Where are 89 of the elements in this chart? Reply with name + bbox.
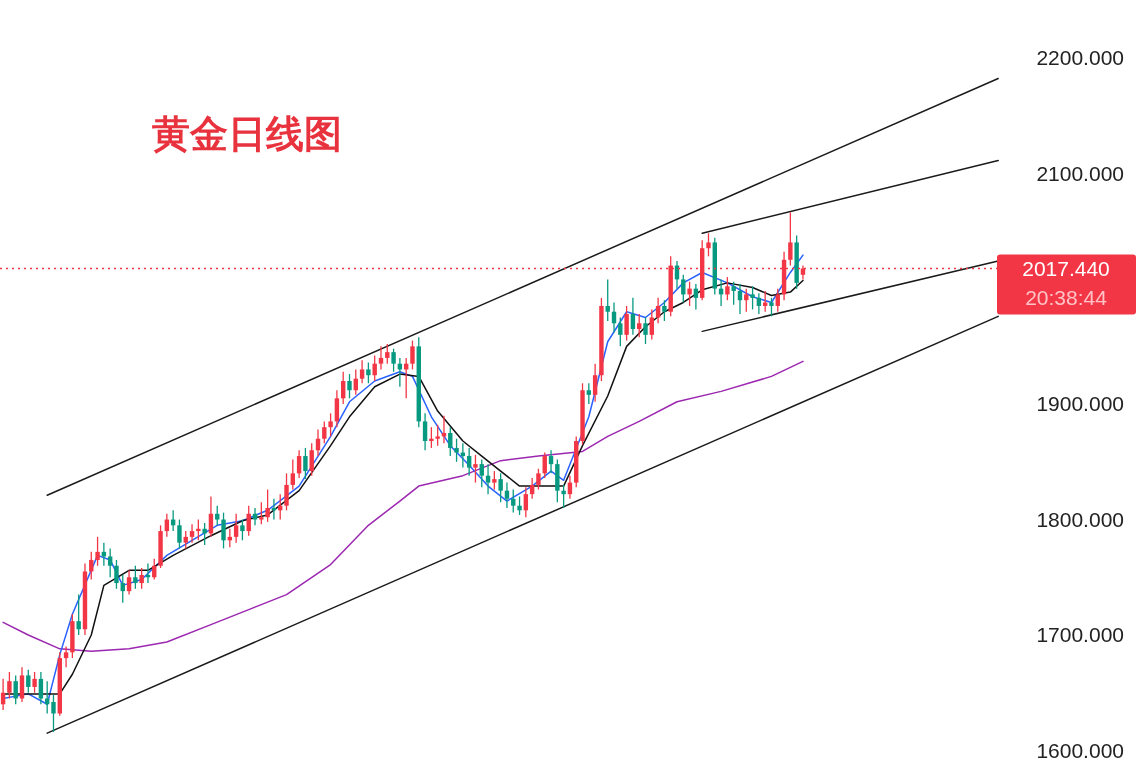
candlestick bbox=[139, 567, 144, 590]
candlestick bbox=[637, 313, 642, 338]
candlestick bbox=[511, 488, 516, 514]
y-tick-label: 2200.000 bbox=[1036, 46, 1124, 70]
candlestick bbox=[385, 343, 390, 365]
candlestick bbox=[189, 523, 195, 544]
candlestick bbox=[586, 382, 592, 405]
candlestick bbox=[618, 316, 623, 348]
candlestick bbox=[725, 276, 730, 301]
candlestick bbox=[265, 488, 270, 523]
y-tick-label: 1600.000 bbox=[1036, 738, 1124, 762]
candlestick bbox=[13, 674, 18, 705]
candlestick bbox=[290, 458, 296, 491]
candlestick bbox=[687, 281, 692, 307]
candlestick bbox=[523, 486, 529, 518]
candlestick bbox=[744, 287, 749, 313]
candlestick bbox=[706, 232, 711, 257]
candlestick bbox=[410, 339, 415, 371]
candlestick bbox=[775, 287, 780, 313]
candlestick bbox=[429, 426, 434, 449]
candlestick bbox=[624, 305, 629, 342]
candlestick bbox=[630, 297, 636, 336]
candlestick bbox=[114, 559, 119, 590]
candlestick bbox=[655, 297, 661, 324]
y-tick-label: 2100.000 bbox=[1036, 161, 1124, 185]
candlestick bbox=[107, 547, 113, 578]
candlestick bbox=[19, 666, 25, 703]
candlestick bbox=[391, 348, 396, 373]
candlestick bbox=[454, 438, 459, 463]
candlestick bbox=[359, 359, 365, 384]
candlestick bbox=[252, 507, 258, 526]
candlestick bbox=[448, 426, 453, 457]
y-tick-label: 1900.000 bbox=[1036, 392, 1124, 416]
text: 20:38:44 bbox=[1025, 285, 1108, 309]
line-series bbox=[2, 360, 804, 652]
candlestick bbox=[731, 281, 736, 306]
candlestick bbox=[492, 470, 497, 491]
candlestick bbox=[215, 505, 220, 526]
candlestick bbox=[561, 484, 566, 509]
candlestick bbox=[485, 463, 491, 495]
candlestick bbox=[177, 518, 182, 550]
candlestick bbox=[38, 671, 44, 705]
candlestick bbox=[221, 511, 226, 550]
candlestick bbox=[259, 501, 264, 525]
candlestick bbox=[372, 354, 377, 382]
candlestick bbox=[284, 472, 289, 511]
candlestick bbox=[303, 447, 308, 480]
candlestick bbox=[498, 472, 503, 503]
candlestick bbox=[202, 522, 207, 546]
candlestick bbox=[769, 297, 774, 317]
candlestick bbox=[95, 536, 100, 567]
candlestick bbox=[89, 551, 94, 581]
candlestick bbox=[788, 211, 793, 267]
candlestick bbox=[196, 518, 201, 541]
candlestick bbox=[422, 412, 428, 451]
candlestick bbox=[643, 316, 648, 345]
candlestick bbox=[26, 668, 31, 694]
candlestick bbox=[240, 518, 245, 541]
text: 黄金日线图 bbox=[152, 112, 342, 156]
ref-line-label: 2017.440 bbox=[1022, 256, 1110, 280]
candlestick bbox=[366, 361, 371, 384]
candlestick bbox=[479, 458, 484, 488]
candlestick bbox=[762, 290, 768, 313]
candlestick bbox=[517, 495, 522, 516]
candlestick bbox=[347, 373, 352, 399]
candlestick bbox=[133, 565, 138, 590]
candlestick bbox=[233, 513, 239, 544]
candlestick bbox=[32, 671, 37, 694]
y-tick-label: 1800.000 bbox=[1036, 507, 1124, 531]
candlestick bbox=[309, 442, 314, 477]
candlestick bbox=[466, 447, 472, 477]
candlestick bbox=[328, 412, 333, 438]
candlestick bbox=[51, 694, 56, 733]
candlestick bbox=[536, 468, 541, 491]
candlestick bbox=[322, 420, 327, 444]
candlestick bbox=[378, 345, 384, 371]
candlestick bbox=[605, 278, 610, 322]
candlestick bbox=[76, 593, 81, 636]
candlestick bbox=[63, 645, 69, 668]
candlestick bbox=[681, 274, 686, 304]
candlestick bbox=[435, 424, 440, 447]
candlestick bbox=[7, 671, 12, 700]
candlestick bbox=[473, 454, 478, 484]
y-tick-label: 1700.000 bbox=[1036, 623, 1124, 647]
candlestick bbox=[592, 363, 598, 403]
candlestick bbox=[662, 299, 667, 322]
candlestick bbox=[750, 285, 755, 311]
candlestick bbox=[334, 389, 340, 428]
candlestick bbox=[126, 569, 132, 596]
